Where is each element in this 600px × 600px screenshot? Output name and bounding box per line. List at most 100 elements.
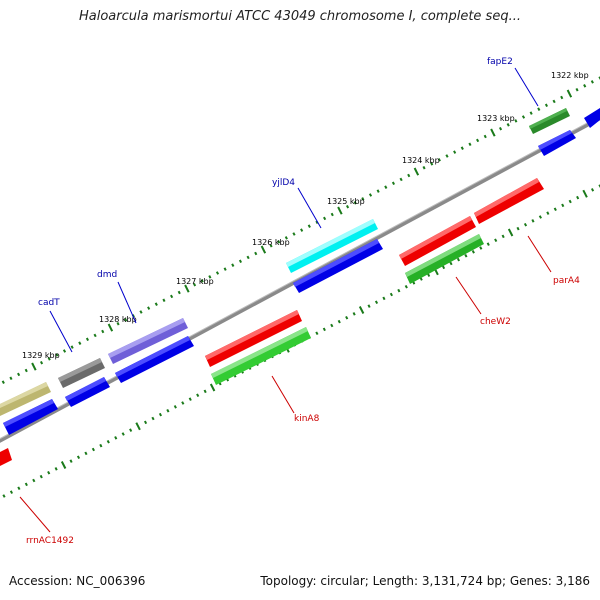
minor-tick <box>471 250 475 254</box>
minor-tick <box>322 327 326 332</box>
minor-tick <box>552 99 556 104</box>
minor-tick <box>203 389 207 394</box>
cds-forward-1[interactable] <box>538 130 576 156</box>
cds-reverse-4[interactable] <box>0 448 12 466</box>
lower-tick-ring <box>2 184 600 498</box>
minor-tick <box>166 408 170 413</box>
gene-label-cheW2[interactable]: cheW2 <box>480 317 511 327</box>
minor-tick <box>445 154 449 158</box>
gene-cadT[interactable] <box>58 358 105 388</box>
minor-tick <box>93 333 97 338</box>
gene-unnamed-olive[interactable] <box>0 382 51 416</box>
minor-tick <box>468 142 472 147</box>
minor-tick <box>173 405 177 409</box>
minor-tick <box>2 494 6 498</box>
cds-forward-4[interactable] <box>115 336 194 383</box>
minor-tick <box>568 199 572 204</box>
minor-tick <box>91 447 95 452</box>
minor-tick <box>154 302 158 306</box>
minor-tick <box>544 103 548 108</box>
minor-tick <box>116 321 120 326</box>
minor-tick <box>158 412 163 417</box>
minor-tick <box>374 300 379 305</box>
minor-tick <box>561 203 565 208</box>
minor-tick <box>361 197 365 201</box>
minor-tick <box>47 470 51 475</box>
gene-label-dmd[interactable]: dmd <box>97 270 117 280</box>
minor-tick <box>506 123 510 127</box>
minor-tick <box>193 282 197 287</box>
gene-label-cadT[interactable]: cadT <box>38 298 60 308</box>
minor-tick <box>382 296 386 301</box>
minor-tick <box>330 323 334 328</box>
cds-forward-3[interactable] <box>293 239 383 293</box>
minor-tick <box>39 474 43 479</box>
minor-tick <box>147 306 151 310</box>
gene-label-kinA8[interactable]: kinA8 <box>294 414 320 424</box>
accession-text: Accession: NC_006396 <box>9 574 146 588</box>
major-tick <box>260 245 267 254</box>
gene-cheW2[interactable] <box>405 234 484 284</box>
minor-tick <box>47 357 51 361</box>
minor-tick <box>9 490 14 494</box>
minor-tick <box>337 319 341 324</box>
minor-tick <box>139 310 143 314</box>
cds-forward-5[interactable] <box>65 377 110 407</box>
minor-tick <box>124 318 128 322</box>
minor-tick <box>330 212 334 217</box>
minor-tick <box>376 189 380 193</box>
minor-tick <box>590 80 594 84</box>
minor-tick <box>129 428 133 432</box>
minor-tick <box>531 219 535 223</box>
minor-tick <box>85 337 89 342</box>
minor-tick <box>537 107 541 111</box>
gene-yjlD4[interactable] <box>286 219 378 273</box>
gene-label-yjlD4[interactable]: yjlD4 <box>272 178 295 188</box>
minor-tick <box>483 134 487 139</box>
minor-tick <box>460 146 464 150</box>
minor-tick <box>307 224 311 228</box>
topology-text: Topology: circular; Length: 3,131,724 bp… <box>260 574 590 588</box>
minor-tick <box>576 195 580 200</box>
minor-tick <box>162 298 166 303</box>
major-tick <box>507 228 514 237</box>
minor-tick <box>101 329 105 334</box>
minor-tick <box>106 439 110 444</box>
minor-tick <box>284 236 288 240</box>
minor-tick <box>231 263 235 267</box>
minor-tick <box>62 349 67 353</box>
gene-label-parA4[interactable]: parA4 <box>553 276 580 286</box>
minor-tick <box>76 455 81 460</box>
tick-label-1325: 1325 kbp <box>327 197 365 206</box>
minor-tick <box>114 436 118 440</box>
minor-tick <box>479 246 483 250</box>
gene-kinA8[interactable] <box>211 327 311 385</box>
minor-tick <box>427 273 431 277</box>
minor-tick <box>404 284 408 289</box>
minor-tick <box>170 294 174 299</box>
gene-label-rrnAC1492[interactable]: rrnAC1492 <box>26 536 74 546</box>
minor-tick <box>441 265 446 270</box>
major-tick <box>413 167 420 176</box>
label-leader-lines <box>19 67 552 533</box>
minor-tick <box>121 432 125 436</box>
major-tick <box>582 189 588 198</box>
upper-tick-ring <box>1 76 600 384</box>
gene-dmd[interactable] <box>108 318 188 364</box>
minor-tick <box>181 401 185 405</box>
cds-reverse-2[interactable] <box>399 216 476 266</box>
minor-tick <box>277 240 281 244</box>
cds-reverse-1[interactable] <box>474 178 544 224</box>
minor-tick <box>430 162 434 166</box>
cds-reverse-3[interactable] <box>205 310 302 367</box>
minor-tick <box>516 226 520 231</box>
tick-label-1328: 1328 kbp <box>99 315 137 324</box>
minor-tick <box>538 215 542 219</box>
minor-tick <box>486 242 490 246</box>
gene-label-fapE2[interactable]: fapE2 <box>487 57 513 67</box>
cds-forward-2[interactable] <box>584 108 600 128</box>
gene-fapE2[interactable] <box>529 108 570 134</box>
minor-tick <box>499 126 503 131</box>
cds-forward-6[interactable] <box>3 399 58 435</box>
